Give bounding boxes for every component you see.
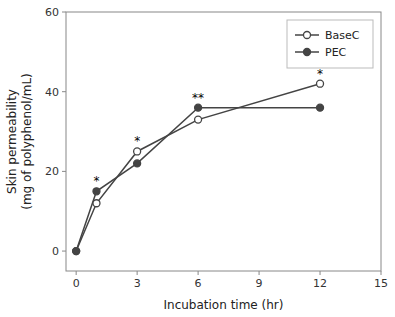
x-tick-label: 15 xyxy=(374,277,388,290)
series-line xyxy=(76,84,320,251)
plot-data xyxy=(73,80,324,254)
series-marker xyxy=(93,200,100,207)
x-tick xyxy=(137,271,138,275)
annotation: ** xyxy=(192,91,204,105)
chart: 0 3 6 9 12 15 0 20 40 60 Incubation time (hr) Skin … xyxy=(0,0,395,317)
series-marker xyxy=(317,80,324,87)
series-marker xyxy=(73,248,80,255)
x-axis-label: Incubation time (hr) xyxy=(164,298,284,312)
y-axis-label: Skin permeability(mg of polyphenol/mL) xyxy=(5,73,34,210)
series-marker xyxy=(195,104,202,111)
y-axis-label-line: Skin permeability xyxy=(5,89,19,194)
y-tick xyxy=(62,12,66,13)
x-tick-label: 9 xyxy=(256,277,263,290)
x-tick xyxy=(76,271,77,275)
legend-marker xyxy=(304,49,311,56)
y-tick-label: 60 xyxy=(45,6,59,19)
plot-frame xyxy=(66,12,381,271)
legend-marker xyxy=(304,32,311,39)
y-tick xyxy=(62,251,66,252)
annotation: * xyxy=(134,134,140,148)
annotation: * xyxy=(93,174,99,188)
series-marker xyxy=(317,104,324,111)
x-tick-label: 0 xyxy=(73,277,80,290)
series-marker xyxy=(93,188,100,195)
legend: BaseC PEC xyxy=(287,20,373,68)
series-line xyxy=(76,108,320,251)
legend-label: PEC xyxy=(325,46,347,59)
y-axis-label-line: (mg of polyphenol/mL) xyxy=(20,73,34,210)
series-marker xyxy=(134,148,141,155)
series-marker xyxy=(73,248,80,255)
y-tick-label: 20 xyxy=(45,165,59,178)
x-tick xyxy=(198,271,199,275)
x-tick xyxy=(320,271,321,275)
x-tick xyxy=(381,271,382,275)
y-tick xyxy=(62,171,66,172)
y-tick-label: 0 xyxy=(52,245,59,258)
legend-box xyxy=(287,20,373,68)
x-tick-label: 3 xyxy=(134,277,141,290)
annotation: * xyxy=(317,67,323,81)
y-tick-label: 40 xyxy=(45,86,59,99)
legend-label: BaseC xyxy=(325,29,360,42)
x-tick-label: 12 xyxy=(313,277,327,290)
series-marker xyxy=(134,160,141,167)
x-tick xyxy=(259,271,260,275)
y-tick xyxy=(62,91,66,92)
x-tick-label: 6 xyxy=(195,277,202,290)
series-marker xyxy=(195,116,202,123)
